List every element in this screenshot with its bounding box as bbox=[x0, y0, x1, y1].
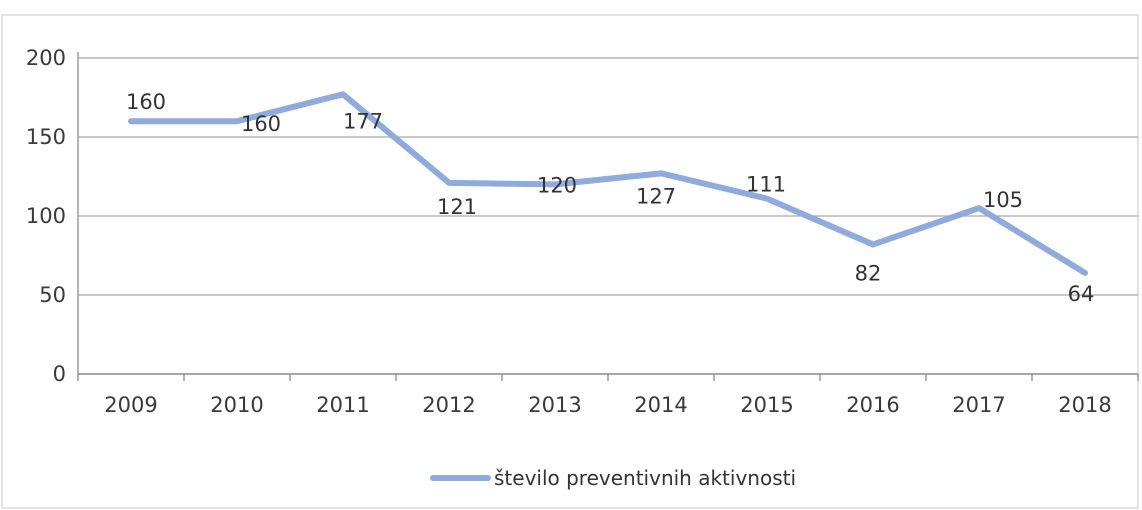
data-label: 121 bbox=[437, 195, 477, 219]
y-tick-label: 150 bbox=[26, 125, 66, 149]
data-point bbox=[340, 91, 346, 97]
data-label: 64 bbox=[1068, 282, 1095, 306]
data-point bbox=[658, 170, 664, 176]
y-axis-ticks: 0 50 100 150 200 bbox=[26, 46, 66, 386]
data-point bbox=[870, 241, 876, 247]
x-tick-label: 2012 bbox=[422, 393, 475, 417]
x-tick-label: 2016 bbox=[846, 393, 899, 417]
x-tick-label: 2017 bbox=[952, 393, 1005, 417]
legend-label: število preventivnih aktivnosti bbox=[494, 466, 796, 490]
data-label: 160 bbox=[241, 112, 281, 136]
x-tick-label: 2011 bbox=[316, 393, 369, 417]
data-label: 127 bbox=[636, 184, 676, 208]
x-tick-label: 2010 bbox=[210, 393, 263, 417]
data-point bbox=[976, 205, 982, 211]
y-tick-label: 200 bbox=[26, 46, 66, 70]
x-axis-ticks: 2009 2010 2011 2012 2013 2014 2015 2016 2017 2018 bbox=[104, 393, 1111, 417]
data-label: 177 bbox=[343, 109, 383, 133]
y-tick-label: 0 bbox=[53, 362, 66, 386]
x-tick-label: 2015 bbox=[740, 393, 793, 417]
x-tick-label: 2013 bbox=[528, 393, 581, 417]
data-label: 105 bbox=[983, 188, 1023, 212]
y-tick-label: 50 bbox=[39, 283, 66, 307]
data-point bbox=[234, 118, 240, 124]
data-label: 82 bbox=[855, 261, 882, 285]
y-tick-label: 100 bbox=[26, 204, 66, 228]
data-label: 111 bbox=[746, 173, 786, 197]
series-group bbox=[128, 91, 1088, 276]
axes bbox=[77, 52, 1139, 381]
x-tick-label: 2009 bbox=[104, 393, 157, 417]
data-labels: 160 160 177 121 120 127 111 82 105 64 bbox=[126, 90, 1094, 306]
x-tick-label: 2018 bbox=[1058, 393, 1111, 417]
chart-border bbox=[1, 14, 1139, 509]
series-line bbox=[128, 91, 1088, 276]
data-point bbox=[446, 180, 452, 186]
data-label: 160 bbox=[126, 90, 166, 114]
data-point bbox=[1082, 270, 1088, 276]
legend: število preventivnih aktivnosti bbox=[430, 466, 796, 490]
x-tick-label: 2014 bbox=[634, 393, 687, 417]
data-label: 120 bbox=[537, 173, 577, 197]
data-point bbox=[128, 118, 134, 124]
